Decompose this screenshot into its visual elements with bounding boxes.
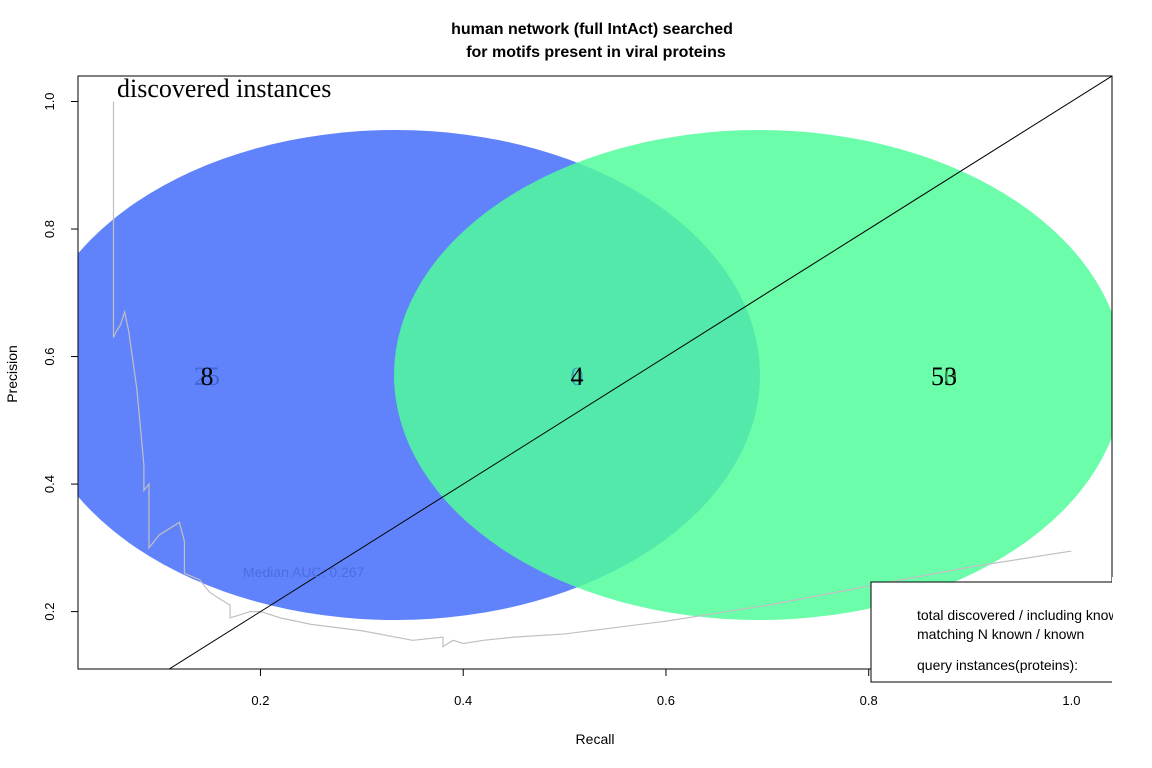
- y-axis-ticks: 0.2 0.4 0.6 0.8 1.0: [42, 92, 78, 621]
- legend-line-1: total discovered / including known: [917, 607, 1126, 623]
- diagonal-reference-line: [168, 76, 1112, 669]
- x-tick-label: 1.0: [1062, 693, 1080, 708]
- plot-area: [78, 76, 1112, 669]
- x-axis-ticks: 0.2 0.4 0.6 0.8 1.0: [251, 669, 1080, 708]
- y-axis-label: Precision: [4, 345, 20, 403]
- venn-center-label: 4: [571, 362, 584, 391]
- precision-recall-line-0: [112, 101, 1072, 648]
- venn-right-label: 53: [931, 362, 957, 391]
- venn-left-label: 8: [201, 362, 214, 391]
- y-tick-label: 0.4: [42, 475, 57, 493]
- y-tick-label: 0.2: [42, 603, 57, 621]
- venn-left-label-ghost: 25: [194, 362, 220, 391]
- legend-line-3: query instances(proteins):: [917, 657, 1078, 673]
- venn-title: discovered instances: [117, 74, 331, 103]
- diagonal-layer: [168, 76, 1112, 669]
- x-tick-label: 0.2: [251, 693, 269, 708]
- venn-right-label-ghost: 50: [931, 362, 957, 391]
- y-tick-label: 0.8: [42, 220, 57, 238]
- legend-box: total discovered / including known match…: [870, 577, 1152, 690]
- median-auc-annotation: Median AUC: 0.267: [243, 564, 365, 580]
- chart-title-line-1: human network (full IntAct) searched: [451, 21, 733, 38]
- legend-line-2: matching N known / known: [917, 626, 1084, 642]
- x-tick-label: 0.4: [454, 693, 472, 708]
- series-layer: [112, 101, 1072, 648]
- plot-frame: [77, 75, 1113, 670]
- y-tick-label: 1.0: [42, 92, 57, 110]
- chart-title-line-2: for motifs present in viral proteins: [466, 44, 726, 61]
- x-axis-label: Recall: [576, 731, 615, 747]
- x-tick-label: 0.6: [657, 693, 675, 708]
- x-tick-label: 0.8: [860, 693, 878, 708]
- y-tick-label: 0.6: [42, 348, 57, 366]
- venn-right-ellipse: [394, 130, 1112, 620]
- venn-center-label-ghost: 0: [571, 362, 584, 391]
- venn-diagram: [78, 130, 1112, 620]
